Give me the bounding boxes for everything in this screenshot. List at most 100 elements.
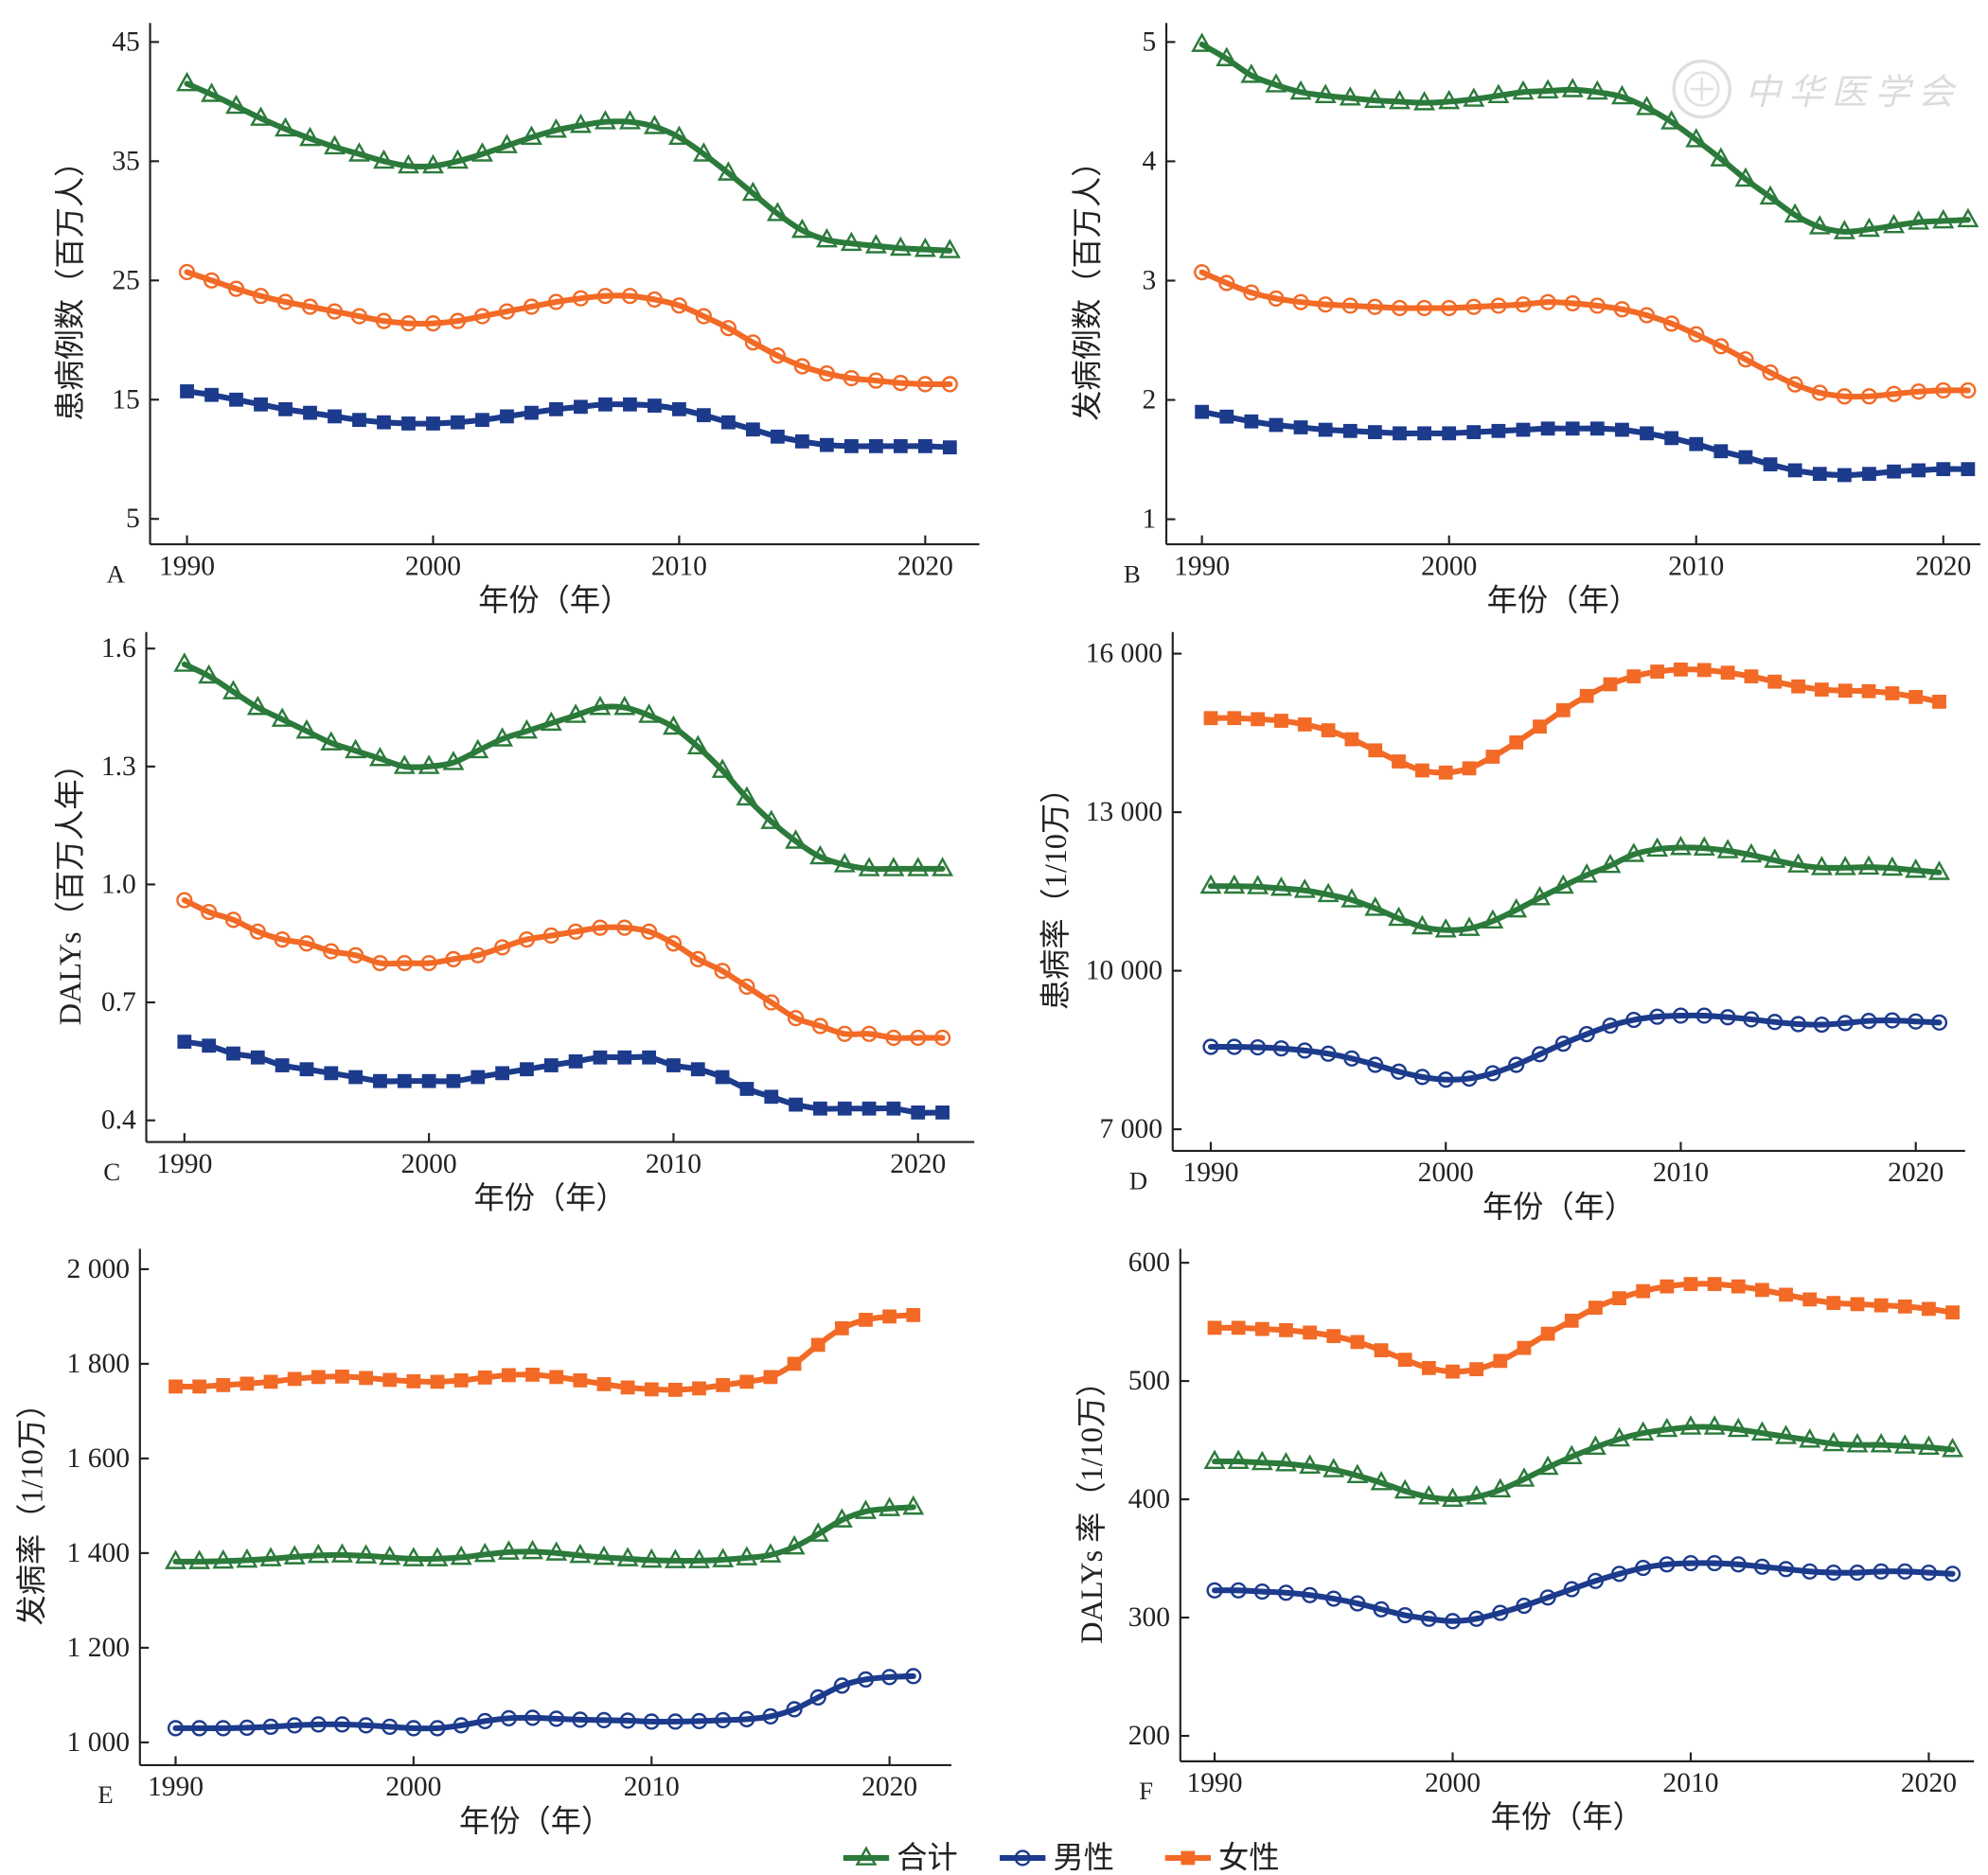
point-b-female-1994 xyxy=(1292,293,1309,310)
point-e-male-2005 xyxy=(524,1709,541,1726)
point-e-female-2005 xyxy=(525,1368,540,1382)
point-c-total-1995 xyxy=(295,718,318,739)
point-b-total-1991 xyxy=(1216,46,1238,66)
point-c-total-1993 xyxy=(246,695,269,716)
point-b-total-2012 xyxy=(1734,167,1757,187)
point-b-male-2012 xyxy=(1738,450,1753,465)
point-d-total-1997 xyxy=(1364,896,1387,916)
point-c-female-2002 xyxy=(470,946,487,964)
point-e-male-1997 xyxy=(333,1716,351,1733)
point-f-total-2017 xyxy=(1846,1433,1869,1453)
series-female xyxy=(176,892,951,1047)
point-e-female-2009 xyxy=(620,1380,635,1395)
point-c-female-2014 xyxy=(763,994,780,1011)
point-a-male-2018 xyxy=(868,439,883,453)
point-b-male-2002 xyxy=(1491,423,1506,438)
point-b-total-1992 xyxy=(1240,63,1263,83)
point-c-male-1998 xyxy=(373,1073,387,1088)
point-c-female-1996 xyxy=(323,943,340,960)
point-d-total-1992 xyxy=(1247,875,1269,894)
point-a-total-2010 xyxy=(667,125,690,146)
point-c-male-1999 xyxy=(397,1073,412,1088)
point-a-female-2008 xyxy=(621,288,639,305)
point-e-total-2005 xyxy=(522,1539,544,1560)
point-b-female-1993 xyxy=(1268,290,1285,307)
point-c-female-2011 xyxy=(689,950,706,967)
y-tick-label: 10 000 xyxy=(1086,956,1163,986)
point-d-male-2017 xyxy=(1837,1015,1854,1032)
point-e-male-2018 xyxy=(833,1677,850,1694)
series-male xyxy=(180,384,957,455)
point-b-female-2007 xyxy=(1613,301,1631,318)
y-tick-label: 1 xyxy=(1143,504,1157,535)
point-a-female-1994 xyxy=(276,293,294,310)
point-f-male-2013 xyxy=(1753,1558,1771,1575)
point-c-female-1993 xyxy=(249,923,266,940)
point-a-total-1997 xyxy=(348,142,370,162)
point-a-male-2007 xyxy=(598,397,612,412)
point-f-total-1998 xyxy=(1393,1478,1416,1499)
point-b-male-1991 xyxy=(1219,409,1234,424)
series-male xyxy=(1195,404,1976,483)
point-a-male-1999 xyxy=(401,416,416,431)
x-tick-label: 2000 xyxy=(401,1149,457,1179)
point-d-female-2020 xyxy=(1908,690,1924,704)
point-f-male-2016 xyxy=(1825,1564,1842,1582)
series-line-male xyxy=(172,1672,916,1732)
point-c-male-2006 xyxy=(568,1053,583,1069)
point-d-male-2005 xyxy=(1554,1035,1571,1052)
series-male xyxy=(177,1035,950,1120)
watermark-text: 中华医学会 xyxy=(1745,73,1961,113)
point-f-male-2003 xyxy=(1516,1597,1533,1615)
point-b-female-2000 xyxy=(1441,299,1458,317)
point-b-total-2016 xyxy=(1833,220,1855,239)
point-f-female-1990 xyxy=(1207,1320,1222,1335)
legend-item-total: 合计 xyxy=(843,1841,958,1875)
point-e-female-1996 xyxy=(311,1370,326,1385)
point-f-male-2008 xyxy=(1635,1559,1652,1577)
point-a-total-1996 xyxy=(324,134,346,155)
point-a-male-2017 xyxy=(843,439,859,453)
point-a-male-2010 xyxy=(672,401,686,416)
point-e-total-2006 xyxy=(545,1541,568,1561)
point-c-total-2000 xyxy=(417,754,440,774)
point-e-total-2017 xyxy=(807,1522,829,1542)
point-f-total-2002 xyxy=(1489,1477,1512,1498)
point-b-female-2011 xyxy=(1713,338,1730,355)
y-tick-label: 1 400 xyxy=(67,1538,130,1568)
point-f-female-1992 xyxy=(1254,1321,1269,1336)
point-c-total-1990 xyxy=(173,652,196,672)
point-d-total-2002 xyxy=(1482,909,1504,929)
point-a-female-2005 xyxy=(547,293,565,310)
point-a-total-2015 xyxy=(790,218,813,239)
point-b-male-2020 xyxy=(1936,462,1951,477)
point-c-total-2007 xyxy=(589,695,612,716)
point-c-female-2019 xyxy=(885,1029,902,1047)
x-axis-title: 年份（年） xyxy=(459,1804,612,1838)
point-b-male-2015 xyxy=(1812,467,1827,482)
point-f-male-1993 xyxy=(1277,1584,1295,1601)
point-f-male-2014 xyxy=(1777,1561,1795,1578)
point-b-female-2015 xyxy=(1811,384,1828,401)
point-b-male-2007 xyxy=(1615,422,1629,437)
point-e-female-2018 xyxy=(834,1321,849,1335)
point-d-female-1995 xyxy=(1321,723,1336,737)
point-f-female-2008 xyxy=(1636,1283,1651,1299)
point-d-male-1990 xyxy=(1202,1038,1219,1055)
point-d-total-2004 xyxy=(1529,886,1551,906)
point-c-female-2005 xyxy=(542,927,559,945)
point-e-female-2002 xyxy=(453,1373,469,1388)
point-b-female-2013 xyxy=(1762,363,1779,381)
point-f-total-2018 xyxy=(1870,1433,1892,1453)
point-e-female-1990 xyxy=(169,1379,183,1394)
point-a-male-1996 xyxy=(328,409,342,424)
point-b-total-2018 xyxy=(1883,213,1906,234)
point-d-female-2003 xyxy=(1509,735,1524,750)
point-a-female-2013 xyxy=(744,334,762,351)
y-axis-title: DALYs 率（1/10万） xyxy=(1074,1367,1109,1644)
point-a-female-2014 xyxy=(769,347,786,364)
series-line-total xyxy=(1198,41,1971,235)
point-f-female-2011 xyxy=(1707,1277,1722,1292)
point-a-total-2008 xyxy=(618,110,641,130)
point-c-total-2013 xyxy=(736,786,758,805)
